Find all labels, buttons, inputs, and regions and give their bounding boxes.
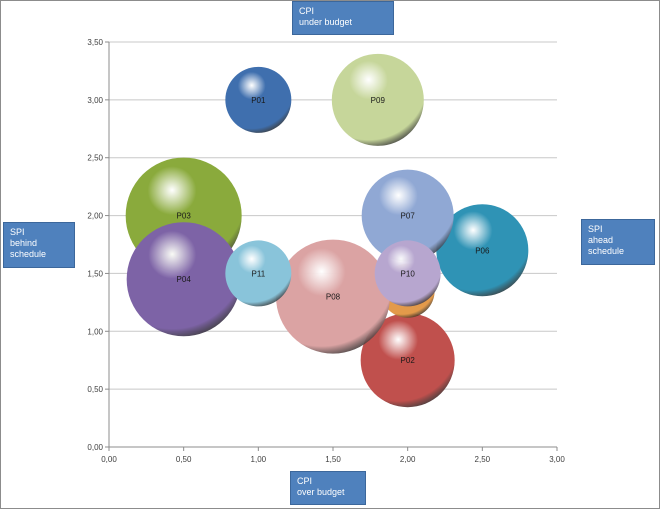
callout-line: SPI bbox=[588, 224, 603, 234]
bubble-p09 bbox=[331, 53, 424, 146]
bubble-label: P06 bbox=[475, 246, 490, 255]
y-tick-label: 1,00 bbox=[87, 327, 103, 336]
x-tick-label: 0,50 bbox=[176, 455, 192, 464]
bubble-p08 bbox=[276, 239, 390, 354]
bubble-label: P10 bbox=[401, 269, 416, 278]
x-tick-label: 1,00 bbox=[251, 455, 267, 464]
bubble-p07 bbox=[361, 169, 454, 262]
callout-line: ahead bbox=[588, 235, 614, 245]
bubble-label: P01 bbox=[251, 96, 266, 105]
callout-line: over budget bbox=[297, 487, 345, 497]
bubbles: P03P01P09P06P07P02P06P08P04P11P10 bbox=[125, 53, 529, 408]
y-tick-label: 2,50 bbox=[87, 154, 103, 163]
callout-spi-ahead-schedule: SPI ahead schedule bbox=[581, 219, 655, 265]
bubble-p02 bbox=[360, 313, 455, 408]
y-tick-label: 2,00 bbox=[87, 212, 103, 221]
x-tick-label: 2,50 bbox=[475, 455, 491, 464]
bubble-p11 bbox=[225, 240, 292, 307]
callout-line: schedule bbox=[10, 249, 47, 259]
bubble-label: P09 bbox=[371, 96, 386, 105]
y-tick-label: 1,50 bbox=[87, 269, 103, 278]
callout-cpi-over-budget: CPI over budget bbox=[290, 471, 366, 505]
bubble-p04 bbox=[126, 222, 241, 337]
x-tick-label: 1,50 bbox=[325, 455, 341, 464]
callout-line: schedule bbox=[588, 246, 625, 256]
bubble-p01 bbox=[225, 66, 292, 133]
y-tick-label: 0,50 bbox=[87, 385, 103, 394]
y-tick-label: 3,00 bbox=[87, 96, 103, 105]
bubble-label: P07 bbox=[401, 212, 416, 221]
callout-cpi-under-budget: CPI under budget bbox=[292, 1, 394, 35]
callout-line: behind bbox=[10, 238, 38, 248]
callout-spi-behind-schedule: SPI behind schedule bbox=[3, 222, 75, 268]
callout-line: CPI bbox=[299, 6, 315, 16]
bubble-p10 bbox=[374, 240, 441, 307]
x-tick-label: 2,00 bbox=[400, 455, 416, 464]
y-tick-label: 3,50 bbox=[87, 38, 103, 47]
axes: 0,00 0,50 1,00 1,50 2,00 2,50 3,00 3,50 0,00 0,50… bbox=[87, 38, 565, 464]
bubble-label: P02 bbox=[401, 356, 416, 365]
bubble-label: P03 bbox=[177, 212, 192, 221]
x-tick-label: 3,00 bbox=[549, 455, 565, 464]
bubble-label: P04 bbox=[177, 275, 192, 284]
callout-line: SPI bbox=[10, 227, 25, 237]
bubble-label: P08 bbox=[326, 293, 341, 302]
callout-line: CPI bbox=[297, 476, 313, 486]
y-tick-label: 0,00 bbox=[87, 443, 103, 452]
bubble-label: P11 bbox=[252, 269, 266, 278]
x-tick-label: 0,00 bbox=[101, 455, 117, 464]
bubble-p06 bbox=[436, 204, 529, 297]
callout-line: under budget bbox=[299, 17, 353, 27]
